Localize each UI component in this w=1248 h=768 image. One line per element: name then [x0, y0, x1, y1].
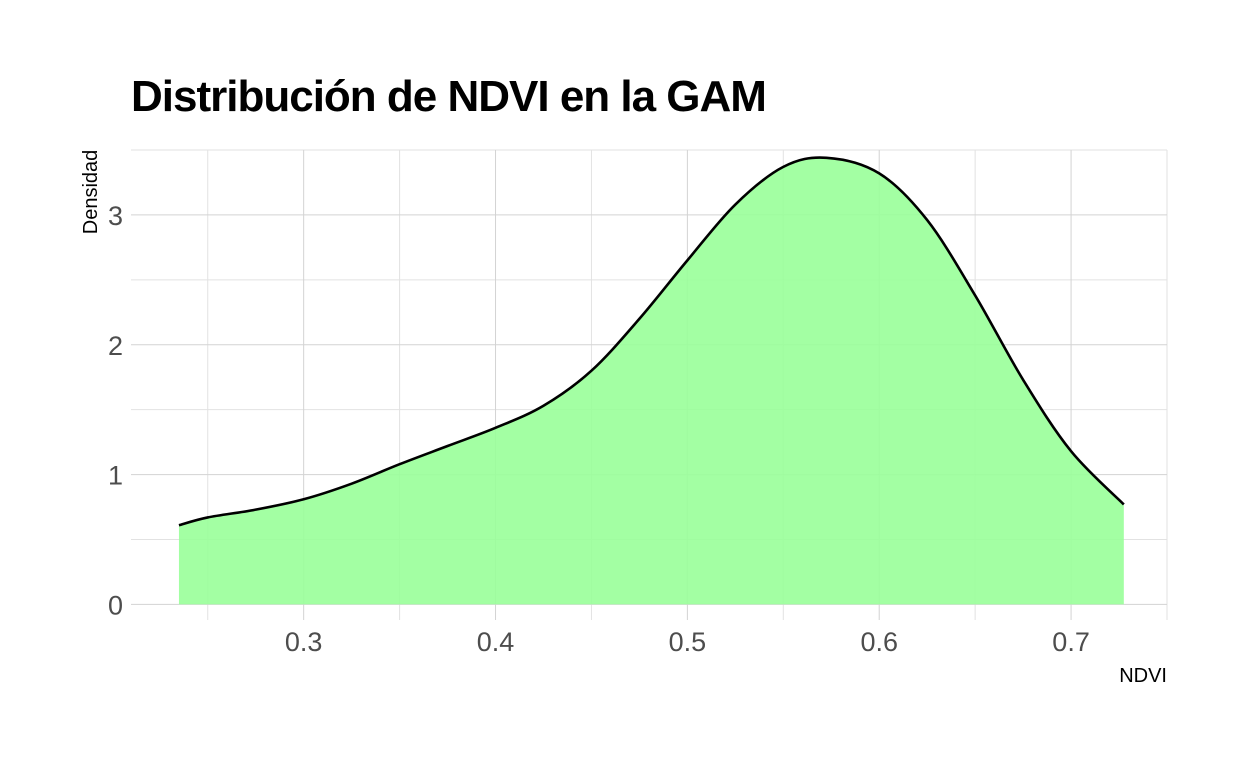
density-area-fill	[178, 157, 1124, 605]
y-tick-label: 2	[108, 331, 123, 361]
tick-labels: 0.3 0.4 0.5 0.6 0.7 0 1 2 3	[108, 201, 1090, 657]
density-series	[178, 156, 1125, 605]
chart-title: Distribución de NDVI en la GAM	[131, 72, 767, 121]
y-tick-label: 0	[108, 590, 123, 620]
y-axis-title: Densidad	[80, 150, 102, 235]
x-tick-label: 0.4	[477, 627, 515, 657]
x-tick-label: 0.6	[860, 627, 898, 657]
y-tick-label: 3	[108, 201, 123, 231]
density-line	[178, 156, 1125, 527]
x-tick-label: 0.7	[1052, 627, 1090, 657]
x-axis-title: NDVI	[1119, 665, 1167, 687]
x-tick-label: 0.3	[285, 627, 323, 657]
x-tick-label: 0.5	[669, 627, 707, 657]
y-tick-label: 1	[108, 461, 123, 491]
